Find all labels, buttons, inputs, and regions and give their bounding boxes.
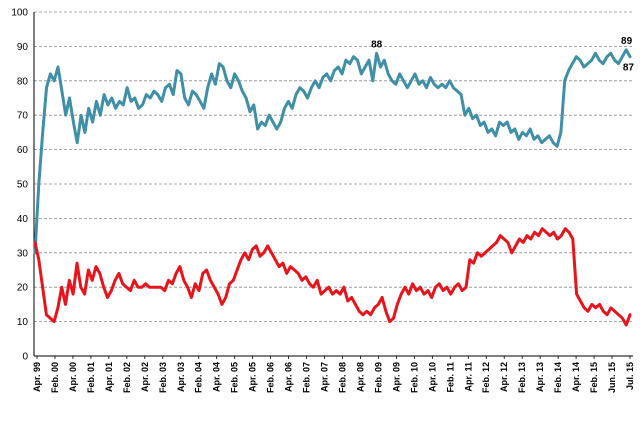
y-tick-label: 90 [17, 42, 29, 53]
x-tick-label: Feb. 14 [553, 362, 563, 393]
data-label: 89 [621, 36, 633, 47]
y-tick-label: 50 [17, 180, 29, 191]
x-tick-label: Apr. 00 [68, 362, 78, 392]
y-tick-label: 80 [17, 76, 29, 87]
series-line-1 [33, 48, 632, 255]
x-tick-label: Apr. 10 [427, 362, 437, 392]
x-tick-label: Apr. 03 [176, 362, 186, 392]
y-tick-label: 60 [17, 145, 29, 156]
x-tick-label: Feb. 07 [302, 362, 312, 393]
x-tick-label: Jun. 15 [607, 362, 617, 393]
x-tick-label: Apr. 06 [284, 362, 294, 392]
series-lines [33, 48, 632, 327]
x-tick-label: Feb. 10 [409, 362, 419, 393]
y-tick-label: 70 [17, 111, 29, 122]
x-tick-labels: Apr. 99 Feb. 00 Apr. 00 Feb. 01 Apr. 01 Feb. … [32, 362, 635, 393]
x-tick-label: Apr. 11 [463, 362, 473, 392]
x-tick-label: Apr. 05 [248, 362, 258, 392]
x-tick-label: Apr. 02 [140, 362, 150, 392]
x-tick-label: Feb. 12 [481, 362, 491, 393]
x-tick-label: Feb. 05 [230, 362, 240, 393]
x-tick-label: Feb. 08 [337, 362, 347, 393]
x-tick-label: Apr. 14 [571, 362, 581, 392]
x-tick-label: Feb. 09 [373, 362, 383, 393]
x-tick-label: Feb. 04 [194, 362, 204, 393]
x-tick-label: Feb. 11 [445, 362, 455, 393]
data-label: 87 [623, 63, 635, 74]
y-tick-label: 10 [17, 317, 29, 328]
y-tick-label: 100 [11, 8, 28, 19]
x-tick-label: Apr. 12 [499, 362, 509, 392]
data-labels: 88 89 87 [371, 36, 634, 74]
x-tick-label: Feb. 13 [517, 362, 527, 393]
y-tick-label: 20 [17, 283, 29, 294]
x-tick-label: Apr. 01 [104, 362, 114, 392]
data-label: 88 [371, 39, 383, 50]
x-tick-label: Feb. 03 [158, 362, 168, 393]
x-tick-label: Feb. 06 [266, 362, 276, 393]
y-tick-label: 30 [17, 248, 29, 259]
x-tick-label: Apr. 07 [320, 362, 330, 392]
x-tick-label: Apr. 09 [391, 362, 401, 392]
y-tick-labels: 0 10 20 30 40 50 60 70 80 90 100 [11, 8, 28, 363]
x-tick-label: Apr. 13 [535, 362, 545, 392]
series-line-2 [33, 227, 632, 327]
y-tick-label: 40 [17, 214, 29, 225]
x-tick-label: Apr. 04 [212, 362, 222, 392]
x-tick-label: Feb. 00 [50, 362, 60, 393]
x-tick-label: Feb. 15 [589, 362, 599, 393]
x-tick-label: Jul. 15 [625, 362, 635, 390]
y-tick-label: 0 [22, 352, 28, 363]
x-tick-label: Apr. 99 [32, 362, 42, 392]
x-tick-label: Feb. 01 [86, 362, 96, 393]
x-tick-label: Apr. 08 [355, 362, 365, 392]
x-tick-label: Feb. 02 [122, 362, 132, 393]
axes [33, 12, 633, 359]
grid-lines [34, 11, 633, 323]
